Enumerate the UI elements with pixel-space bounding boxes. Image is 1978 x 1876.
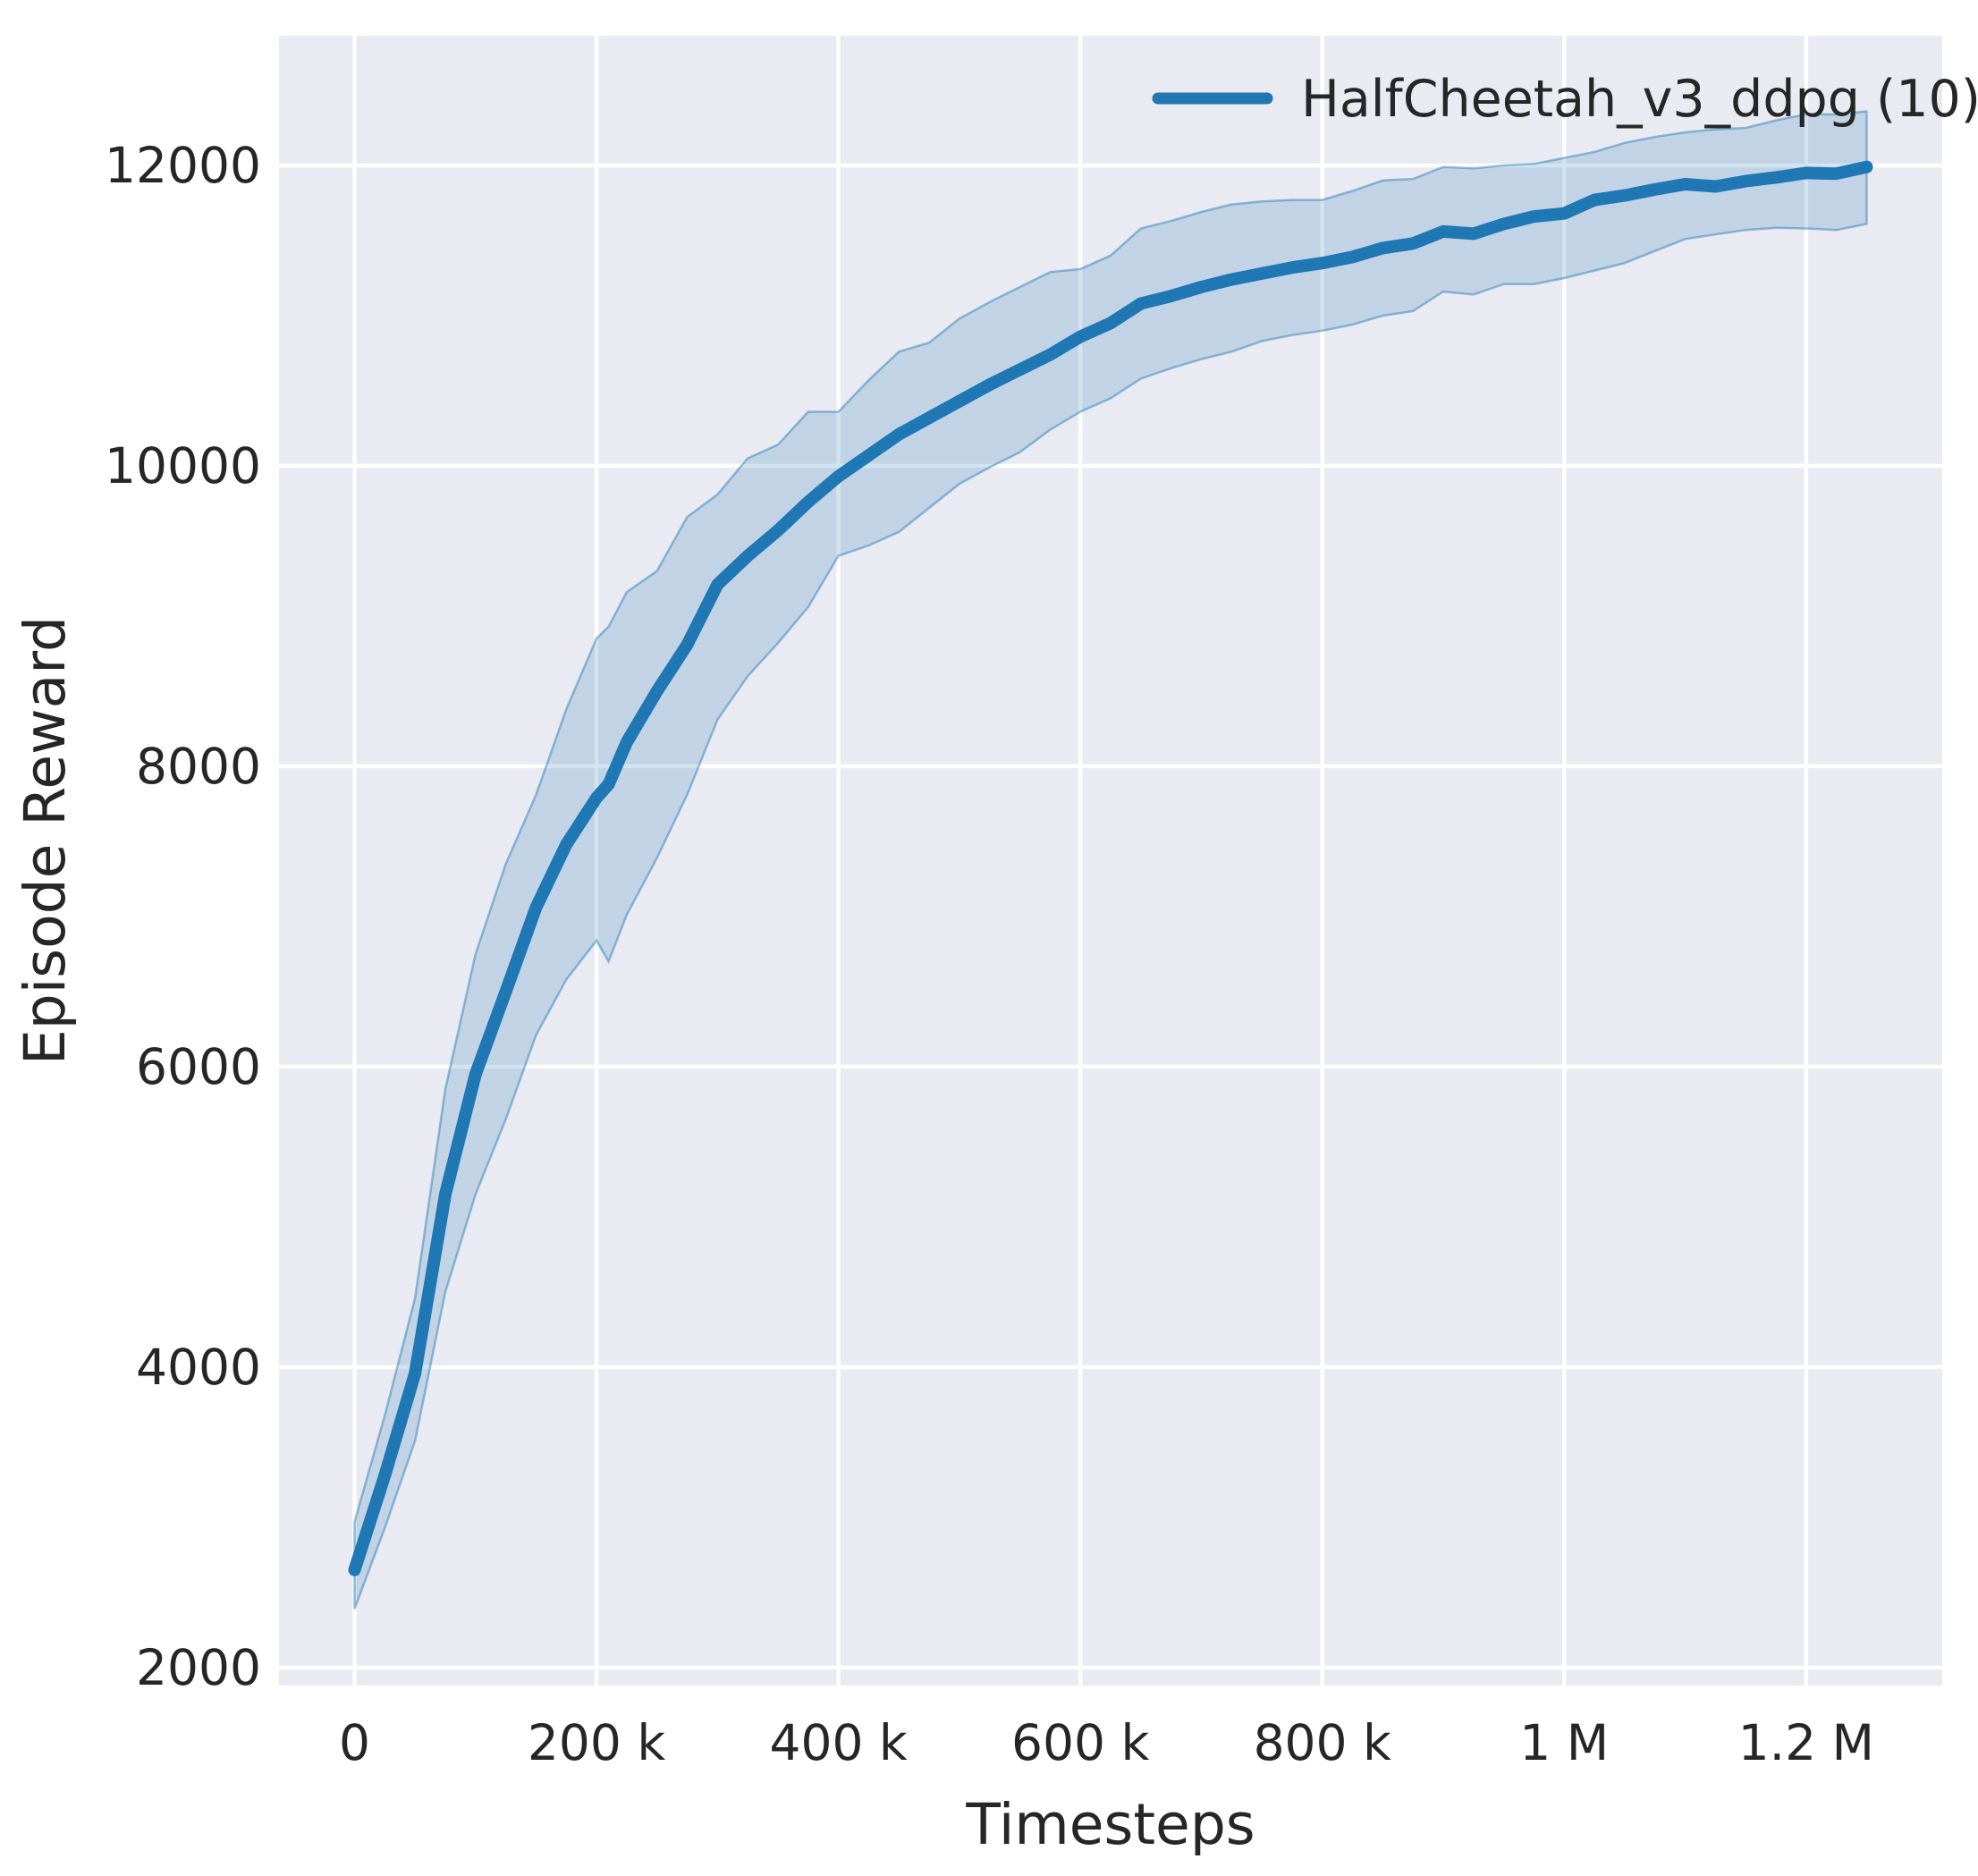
y-tick-label: 2000 [136, 1639, 261, 1696]
x-tick-labels: 0 200 k 400 k 600 k 800 k 1 M 1.2 M [339, 1714, 1874, 1771]
legend-entry-label: HalfCheetah_v3_ddpg (10) [1301, 70, 1978, 129]
x-tick-label: 0 [339, 1714, 370, 1771]
x-axis-label: Timesteps [965, 1792, 1255, 1857]
y-axis-label: Episode Reward [13, 616, 78, 1065]
y-tick-label: 8000 [136, 738, 261, 795]
x-tick-label: 1 M [1519, 1714, 1609, 1771]
mean-line [348, 160, 1873, 1576]
y-tick-label: 6000 [136, 1038, 261, 1095]
x-tick-label: 400 k [769, 1714, 907, 1771]
confidence-band [353, 110, 1868, 1610]
y-tick-label: 4000 [136, 1339, 261, 1396]
legend: HalfCheetah_v3_ddpg (10) [1152, 70, 1978, 129]
y-tick-label: 12000 [105, 137, 261, 194]
x-tick-label: 600 k [1011, 1714, 1149, 1771]
x-tick-label: 1.2 M [1738, 1714, 1874, 1771]
y-tick-label: 10000 [105, 437, 261, 494]
gridlines [279, 36, 1942, 1686]
y-tick-labels: 2000 4000 6000 8000 10000 12000 [105, 137, 261, 1696]
x-tick-label: 800 k [1254, 1714, 1391, 1771]
x-tick-label: 200 k [528, 1714, 665, 1771]
